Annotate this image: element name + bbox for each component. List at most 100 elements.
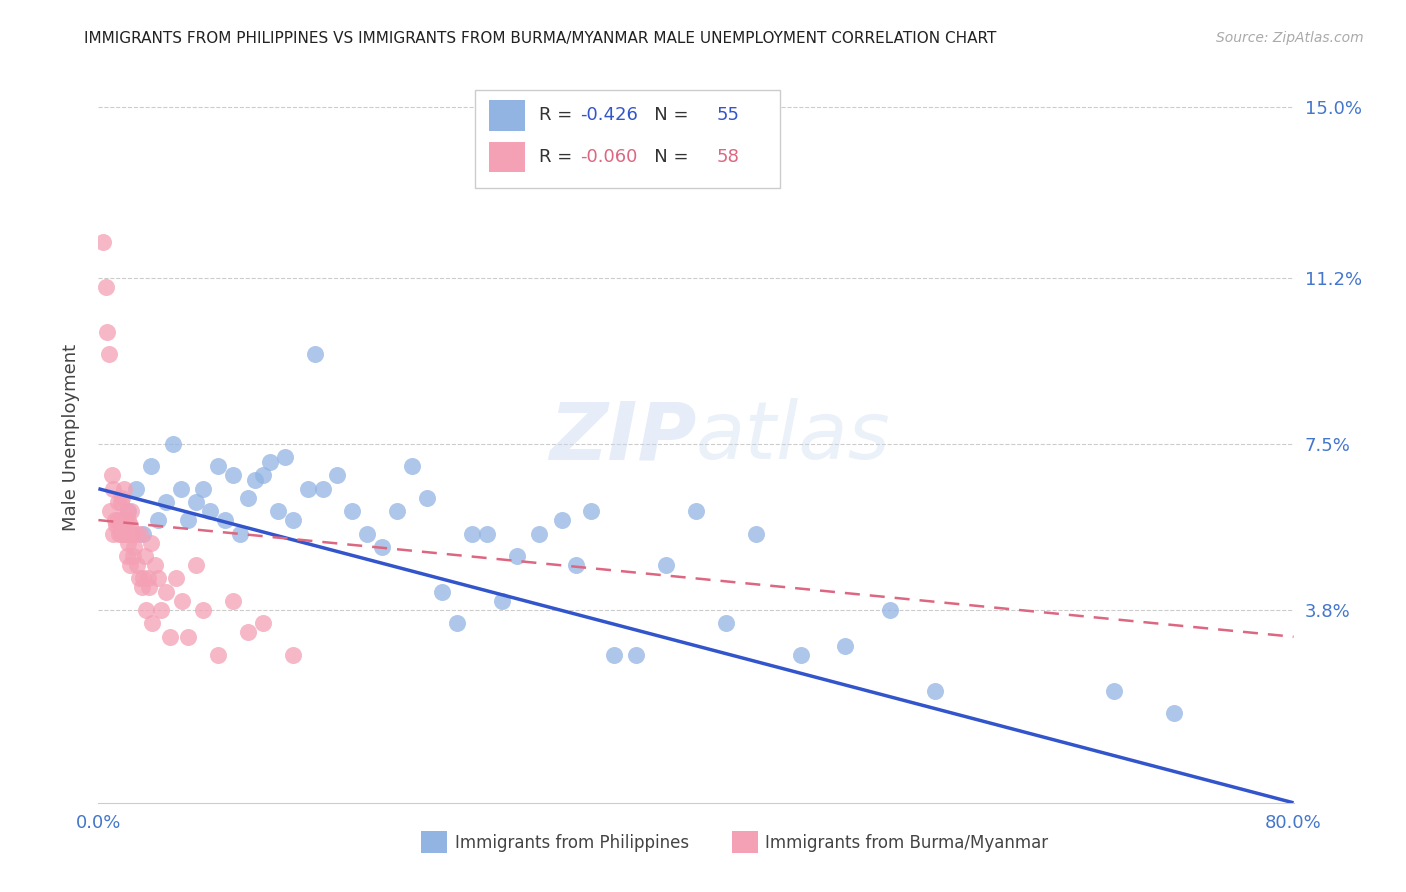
Point: [135, 603, 157, 617]
Point: [155, 585, 177, 599]
Point: [112, 526, 135, 541]
Point: [94, 279, 117, 293]
Point: [214, 513, 236, 527]
Text: Immigrants from Burma/Myanmar: Immigrants from Burma/Myanmar: [765, 834, 1049, 852]
Point: [879, 603, 901, 617]
Point: [745, 526, 768, 541]
Point: [200, 504, 222, 518]
Point: [121, 549, 143, 563]
Point: [118, 558, 141, 572]
Point: [326, 468, 349, 483]
Point: [112, 482, 135, 496]
Point: [114, 526, 136, 541]
Point: [222, 594, 245, 608]
Point: [117, 504, 139, 518]
Point: [506, 549, 529, 563]
Point: [104, 513, 127, 527]
Point: [127, 558, 149, 572]
Point: [245, 473, 267, 487]
Point: [281, 648, 304, 662]
Text: IMMIGRANTS FROM PHILIPPINES VS IMMIGRANTS FROM BURMA/MYANMAR MALE UNEMPLOYMENT C: IMMIGRANTS FROM PHILIPPINES VS IMMIGRANT…: [84, 31, 997, 46]
Text: R =: R =: [540, 106, 578, 124]
Point: [155, 495, 177, 509]
Point: [125, 526, 148, 541]
Point: [259, 455, 281, 469]
Point: [91, 235, 114, 249]
Point: [125, 482, 148, 496]
Point: [461, 526, 484, 541]
Point: [96, 325, 118, 339]
Point: [685, 504, 707, 518]
Point: [148, 513, 170, 527]
Point: [111, 491, 134, 505]
Point: [98, 504, 122, 518]
Point: [311, 482, 333, 496]
Point: [446, 616, 468, 631]
Point: [132, 571, 155, 585]
Point: [1104, 683, 1126, 698]
FancyBboxPatch shape: [489, 142, 524, 172]
Text: ZIP: ZIP: [548, 398, 696, 476]
Point: [789, 648, 811, 662]
Text: atlas: atlas: [696, 398, 891, 476]
Point: [281, 513, 304, 527]
Point: [148, 571, 170, 585]
Point: [416, 491, 439, 505]
Text: 55: 55: [716, 106, 740, 124]
Point: [120, 526, 142, 541]
Point: [107, 495, 129, 509]
Point: [138, 581, 160, 595]
Point: [110, 495, 132, 509]
Point: [139, 459, 162, 474]
Point: [236, 625, 259, 640]
Text: -0.426: -0.426: [581, 106, 638, 124]
Point: [128, 571, 150, 585]
Point: [527, 526, 550, 541]
FancyBboxPatch shape: [733, 830, 758, 853]
Point: [132, 526, 155, 541]
Text: 58: 58: [716, 148, 740, 166]
Point: [184, 558, 207, 572]
Point: [626, 648, 648, 662]
Point: [385, 504, 409, 518]
Point: [111, 513, 134, 527]
Point: [714, 616, 737, 631]
Point: [101, 468, 124, 483]
Point: [129, 526, 152, 541]
Point: [834, 639, 856, 653]
Point: [304, 347, 326, 361]
Point: [134, 549, 156, 563]
Point: [565, 558, 588, 572]
Y-axis label: Male Unemployment: Male Unemployment: [62, 343, 80, 531]
Point: [236, 491, 259, 505]
Text: N =: N =: [637, 148, 695, 166]
Point: [356, 526, 378, 541]
Point: [229, 526, 252, 541]
Point: [141, 616, 163, 631]
Point: [162, 437, 184, 451]
Point: [172, 594, 194, 608]
Point: [97, 347, 120, 361]
Point: [110, 526, 132, 541]
Point: [603, 648, 626, 662]
Point: [191, 482, 214, 496]
Point: [581, 504, 603, 518]
Point: [143, 558, 166, 572]
Point: [114, 513, 136, 527]
Point: [103, 526, 125, 541]
FancyBboxPatch shape: [489, 100, 524, 130]
Point: [165, 571, 187, 585]
Text: N =: N =: [637, 106, 695, 124]
Point: [117, 513, 139, 527]
Text: Source: ZipAtlas.com: Source: ZipAtlas.com: [1216, 31, 1364, 45]
Point: [159, 630, 181, 644]
Point: [191, 603, 214, 617]
Point: [108, 526, 131, 541]
Point: [177, 513, 200, 527]
Point: [297, 482, 319, 496]
Point: [252, 616, 274, 631]
Point: [103, 482, 125, 496]
FancyBboxPatch shape: [475, 90, 780, 188]
Point: [105, 517, 128, 532]
Text: -0.060: -0.060: [581, 148, 637, 166]
